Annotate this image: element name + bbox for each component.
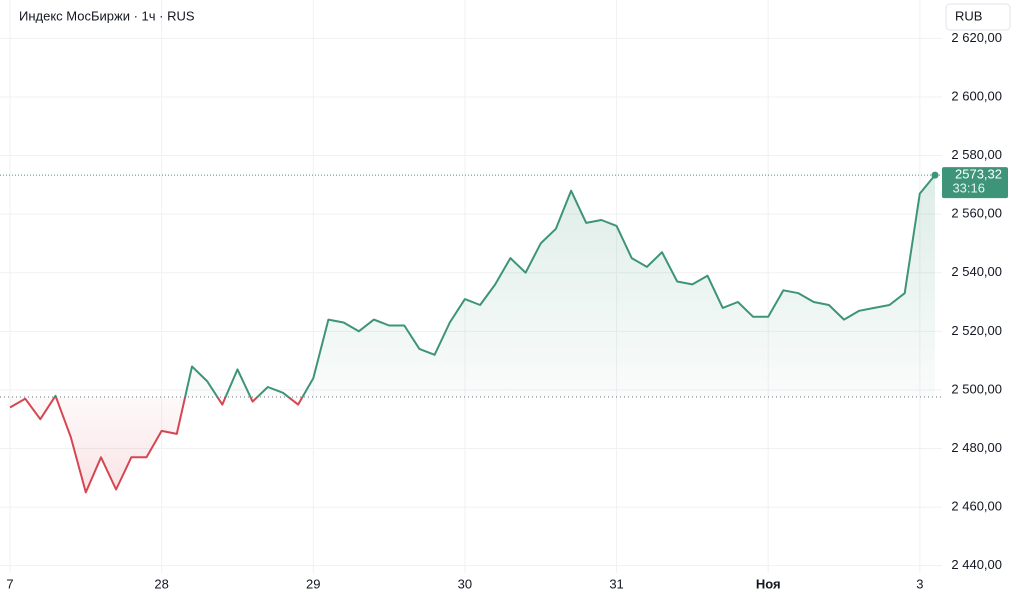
x-tick-label: 28 (154, 576, 168, 591)
grid (0, 0, 942, 573)
last-price-label: 2573,32 (955, 167, 1002, 182)
x-tick-label: 3 (916, 576, 923, 591)
x-tick-label: Ноя (756, 576, 781, 591)
x-tick-label: 30 (458, 576, 472, 591)
y-tick-label: 2 460,00 (951, 499, 1002, 514)
y-tick-label: 2 600,00 (951, 88, 1002, 103)
currency-button[interactable]: RUB (955, 8, 982, 23)
y-tick-label: 2 540,00 (951, 264, 1002, 279)
y-tick-label: 2 560,00 (951, 206, 1002, 221)
price-line (9, 174, 936, 494)
countdown: 33:16 (952, 181, 985, 196)
y-tick-label: 2 520,00 (951, 323, 1002, 338)
last-point (931, 171, 939, 179)
y-tick-label: 2 480,00 (951, 440, 1002, 455)
x-tick-label: 7 (6, 576, 13, 591)
currency-button-frame[interactable] (945, 3, 1011, 31)
last-price-badge (942, 167, 1008, 199)
area-fill (10, 175, 935, 493)
y-tick-label: 2 500,00 (951, 381, 1002, 396)
plot (0, 171, 942, 494)
y-tick-label: 2 580,00 (951, 147, 1002, 162)
x-tick-label: 31 (609, 576, 623, 591)
y-tick-label: 2 440,00 (951, 557, 1002, 572)
y-tick-label: 2 620,00 (951, 30, 1002, 45)
x-tick-label: 29 (306, 576, 320, 591)
chart-title: Индекс МосБиржи · 1ч · RUS (19, 8, 195, 23)
